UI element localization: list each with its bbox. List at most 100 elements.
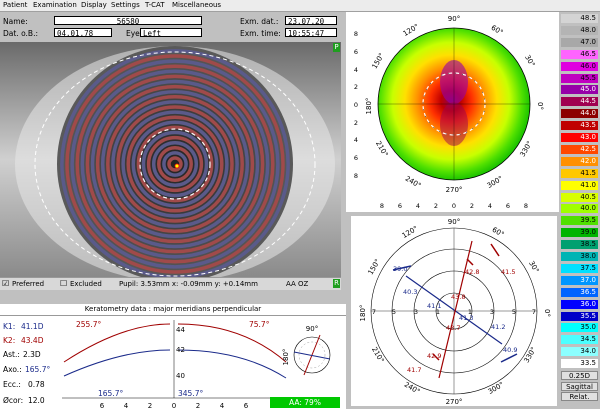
steep-right-angle: 75.7° [249, 320, 270, 329]
color-scale-value: 46.0 [561, 61, 598, 71]
axial-left-ticks: 8 6 4 2 0 2 4 6 8 [354, 30, 358, 180]
eye-field[interactable]: Left [140, 28, 202, 38]
meridian-angle-120: 120° [401, 225, 420, 240]
axial-x-tick: 2 [470, 202, 474, 210]
meridian-angle-300: 300° [487, 381, 506, 396]
color-scale-value: 46.5 [561, 49, 598, 59]
aa-oz-label[interactable]: AA OZ [286, 280, 309, 288]
mini-180-label: 180° [282, 349, 290, 366]
axial-angle-30: 30° [523, 54, 536, 69]
placido-ring [116, 105, 234, 223]
meridian-value: 43.8 [451, 293, 465, 301]
placido-ring [95, 84, 255, 244]
menu-examination[interactable]: Examination [33, 1, 77, 9]
color-scale-value: 38.0 [561, 252, 598, 261]
color-scale-value: 47.0 [561, 37, 598, 47]
ring-label: 1 [468, 308, 472, 316]
menu-patient[interactable]: Patient [3, 1, 28, 9]
axial-x-tick: 0 [452, 202, 456, 210]
meridian-value: 41.1 [427, 302, 441, 310]
color-scale-value: 40.0 [561, 204, 598, 214]
axial-left-tick: 2 [354, 119, 358, 127]
ring-label: 7 [532, 308, 536, 316]
dob-label: Dat. o.B.: [3, 29, 38, 38]
profile-x-tick: 6 [244, 402, 249, 409]
menu-tcat[interactable]: T-CAT [145, 1, 165, 9]
meridian-value: 41.3 [459, 314, 473, 322]
color-scale-value: 39.0 [561, 228, 598, 238]
corneal-diameter-label: Øcor: [3, 396, 24, 405]
axial-left-tick: 6 [354, 154, 358, 162]
placido-ring [100, 89, 250, 239]
preferred-label: Preferred [12, 280, 45, 288]
color-scale-value: 35.5 [561, 311, 598, 321]
placido-image [0, 42, 341, 282]
meridian-map: 90° 120° 60° 150° 30° 180° 0° 210° 330° … [359, 218, 551, 406]
exam-time-label: Exm. time: [240, 29, 281, 38]
axial-angle-210: 210° [374, 140, 389, 159]
color-scale-step[interactable]: 0.25D [561, 371, 598, 380]
color-scale-value: 42.0 [561, 156, 598, 166]
axial-angle-270: 270° [446, 186, 463, 194]
placido-ring [106, 95, 244, 233]
color-scale-value: 43.5 [561, 121, 598, 131]
color-scale-mode-1[interactable]: Sagittal [561, 381, 598, 391]
axial-x-tick: 2 [434, 202, 438, 210]
keratometry-title: Keratometry data : major meridians perpe… [0, 304, 346, 316]
excluded-checkbox[interactable]: ☐ [60, 279, 68, 288]
axial-left-tick: 8 [354, 30, 358, 38]
meridian-value: 40.9 [503, 346, 517, 354]
placido-ring [167, 156, 183, 172]
color-scale-value: 34.0 [561, 347, 598, 357]
axial-left-tick: 8 [354, 172, 358, 180]
color-scale-value: 36.0 [561, 299, 598, 309]
mini-90-label: 90° [306, 325, 318, 333]
axial-map-panel[interactable]: 90° 120° 60° 150° 30° 180° 0° 210° 330° … [346, 12, 559, 212]
meridian-angle-30: 30° [527, 260, 540, 275]
color-scale-value: 37.0 [561, 275, 598, 285]
color-scale-value: 48.0 [561, 25, 598, 35]
menu-display[interactable]: Display [81, 1, 107, 9]
profile-x-tick: 0 [172, 402, 176, 409]
axial-left-tick: 0 [354, 101, 358, 109]
menu-miscellaneous[interactable]: Miscellaneous [172, 1, 222, 9]
name-field[interactable]: 56580 [54, 16, 202, 26]
eye-image-panel[interactable]: P R [0, 42, 341, 288]
axial-angle-60: 60° [490, 24, 505, 37]
color-scale-value: 48.5 [561, 14, 598, 23]
dob-field[interactable]: 04.01.78 [54, 28, 112, 38]
tag-bottom-r: R [333, 279, 340, 288]
color-scale-mode-2[interactable]: Relat. [561, 392, 598, 401]
color-scale-value: 41.5 [561, 168, 598, 178]
placido-ring [126, 115, 224, 213]
color-scale-value: 43.0 [561, 133, 598, 142]
name-label: Name: [3, 17, 28, 26]
y-tick-44: 44 [176, 326, 185, 334]
color-scale-value: 40.5 [561, 192, 598, 202]
preferred-checkbox[interactable]: ☑ [2, 279, 10, 288]
color-scale-value: 39.5 [561, 216, 598, 226]
placido-ring [70, 59, 280, 269]
axial-angle-300: 300° [486, 175, 505, 190]
placido-ring [136, 125, 214, 203]
meridian-map-panel[interactable]: 90° 120° 60° 150° 30° 180° 0° 210° 330° … [351, 216, 557, 406]
axial-angle-0: 0° [536, 102, 544, 110]
meridian-value: 41.5 [501, 268, 515, 276]
exam-date-field[interactable]: 23.07.20 [285, 16, 337, 26]
excluded-label: Excluded [70, 280, 102, 288]
profile-x-tick: 4 [124, 402, 129, 409]
placido-ring [65, 54, 285, 274]
axial-angle-120: 120° [402, 23, 421, 38]
meridian-angle-330: 330° [523, 346, 538, 365]
keratometry-panel: Keratometry data : major meridians perpe… [0, 304, 346, 409]
flat-right-angle: 345.7° [178, 389, 203, 398]
ring-label: 3 [414, 308, 418, 316]
meridian-value: 43.7 [446, 324, 460, 332]
ast-value: 2.3D [23, 350, 41, 359]
exam-time-field[interactable]: 10:55:47 [285, 28, 337, 38]
profile-x-tick: 6 [100, 402, 105, 409]
menu-settings[interactable]: Settings [111, 1, 140, 9]
placido-ring [131, 120, 219, 208]
axo-value: 165.7° [25, 365, 51, 374]
color-scale-value: 44.0 [561, 109, 598, 119]
